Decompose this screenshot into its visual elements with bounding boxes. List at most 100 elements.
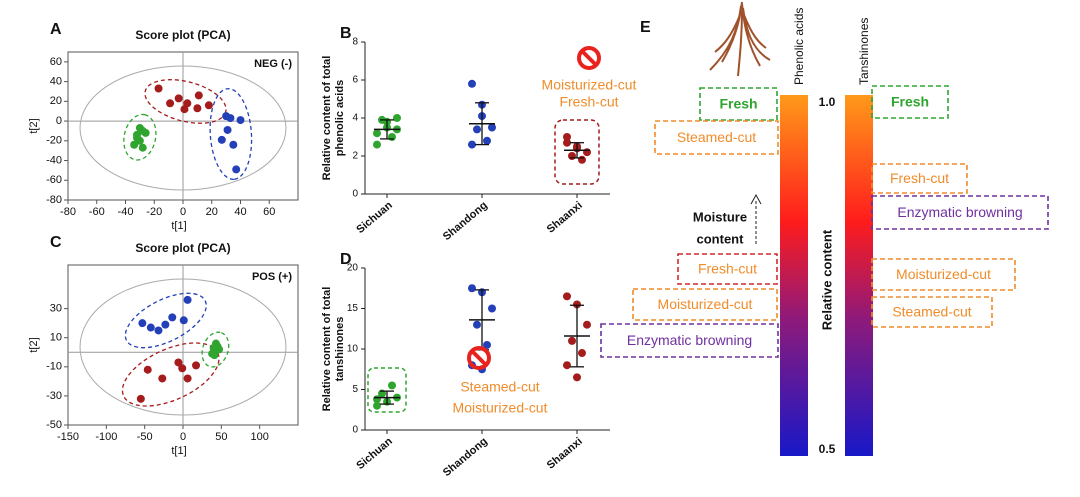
x-tick-label: 100	[250, 431, 268, 443]
data-point	[373, 401, 381, 410]
score-point	[183, 99, 192, 108]
y-axis-label: phenolic acids	[334, 80, 346, 156]
stage-label: Steamed-cut	[677, 129, 756, 145]
score-point	[215, 345, 224, 354]
data-point	[468, 284, 476, 293]
stage-box	[871, 258, 1016, 291]
data-point	[578, 349, 586, 358]
group-ellipse	[144, 79, 227, 124]
x-tick-label: Shaanxi	[545, 435, 585, 471]
y-tick-label: -80	[46, 194, 62, 206]
x-tick-label: 0	[180, 206, 186, 218]
x-axis-label: t[1]	[171, 445, 186, 457]
y-tick-label: 15	[347, 303, 359, 314]
scale-label: 0.5	[819, 442, 836, 456]
panel-label: A	[50, 21, 62, 38]
mode-label: NEG (-)	[254, 58, 292, 70]
score-point	[194, 91, 203, 100]
chart-title: Score plot (PCA)	[135, 28, 230, 42]
data-point	[573, 300, 581, 309]
data-point	[563, 292, 571, 301]
score-point	[130, 140, 139, 149]
x-tick-label: -50	[137, 431, 153, 443]
moisture-arrowhead	[750, 193, 762, 205]
stage-label: Fresh	[719, 96, 757, 112]
panel-label: E	[640, 19, 651, 36]
data-point	[373, 129, 381, 138]
stage-box	[871, 296, 993, 328]
score-point	[141, 128, 150, 137]
y-tick-label: 4	[352, 113, 358, 124]
score-point	[136, 394, 145, 403]
data-point	[468, 140, 476, 149]
panel-label: C	[50, 234, 62, 251]
no-icon	[467, 346, 491, 370]
score-point	[210, 351, 219, 360]
score-point	[193, 104, 202, 113]
column-header: Tanshinones	[857, 18, 871, 85]
data-point	[483, 340, 491, 349]
column-header: Phenolic acids	[792, 8, 806, 85]
score-point	[158, 374, 167, 383]
stage-box	[600, 323, 779, 358]
stage-box	[632, 288, 778, 321]
data-point	[583, 148, 591, 157]
panel-label: B	[340, 25, 352, 42]
data-point	[468, 79, 476, 88]
x-tick-label: 20	[206, 206, 218, 218]
axis-label: Relative content	[819, 229, 834, 330]
gradient-bar	[780, 95, 808, 456]
chart-title: Score plot (PCA)	[135, 241, 230, 255]
x-tick-label: -100	[95, 431, 117, 443]
x-tick-label: Shaanxi	[545, 199, 585, 235]
stage-label: Moisturized-cut	[896, 266, 991, 282]
y-tick-label: 6	[352, 75, 358, 86]
score-point	[232, 165, 241, 174]
score-point	[138, 319, 147, 328]
x-tick-label: -150	[57, 431, 79, 443]
y-tick-label: -60	[46, 174, 62, 186]
stage-label: Enzymatic browning	[627, 332, 752, 348]
highlight-box	[554, 119, 600, 185]
x-tick-label: -60	[89, 206, 105, 218]
root-illustration	[709, 1, 771, 77]
score-point	[166, 99, 175, 108]
y-tick-label: 10	[347, 344, 359, 355]
no-icon	[580, 49, 598, 67]
score-point	[236, 116, 245, 125]
data-point	[563, 138, 571, 147]
annotation: Moisturized-cut	[453, 400, 548, 416]
score-point	[138, 143, 147, 152]
y-axis-label: Relative content of total	[321, 56, 333, 181]
score-point	[223, 125, 232, 134]
stage-box	[654, 120, 779, 155]
y-tick-label: 60	[50, 56, 62, 68]
score-point	[183, 374, 192, 383]
confidence-ellipse	[79, 65, 287, 191]
scale-label: 1.0	[819, 95, 836, 109]
data-point	[488, 304, 496, 313]
y-tick-label: -20	[46, 135, 62, 147]
score-point	[179, 316, 188, 325]
data-point	[568, 152, 576, 160]
x-tick-label: 50	[215, 431, 227, 443]
data-point	[373, 140, 381, 149]
data-point	[563, 361, 571, 370]
y-tick-label: 0	[352, 425, 358, 436]
y-tick-label: -10	[46, 361, 62, 373]
annotation: Fresh-cut	[559, 94, 618, 110]
x-axis-label: t[1]	[171, 220, 186, 232]
stage-box	[871, 163, 968, 194]
score-point	[168, 313, 177, 322]
score-point	[183, 295, 192, 304]
y-tick-label: 0	[56, 115, 62, 127]
score-point	[154, 326, 163, 335]
score-point	[178, 364, 187, 373]
x-tick-label: Shandong	[441, 435, 490, 479]
panel-label: D	[340, 251, 352, 268]
data-point	[563, 133, 571, 141]
stage-box	[699, 87, 778, 121]
x-tick-label: -80	[60, 206, 76, 218]
stage-label: Steamed-cut	[892, 304, 971, 320]
gradient-bar	[845, 95, 873, 456]
